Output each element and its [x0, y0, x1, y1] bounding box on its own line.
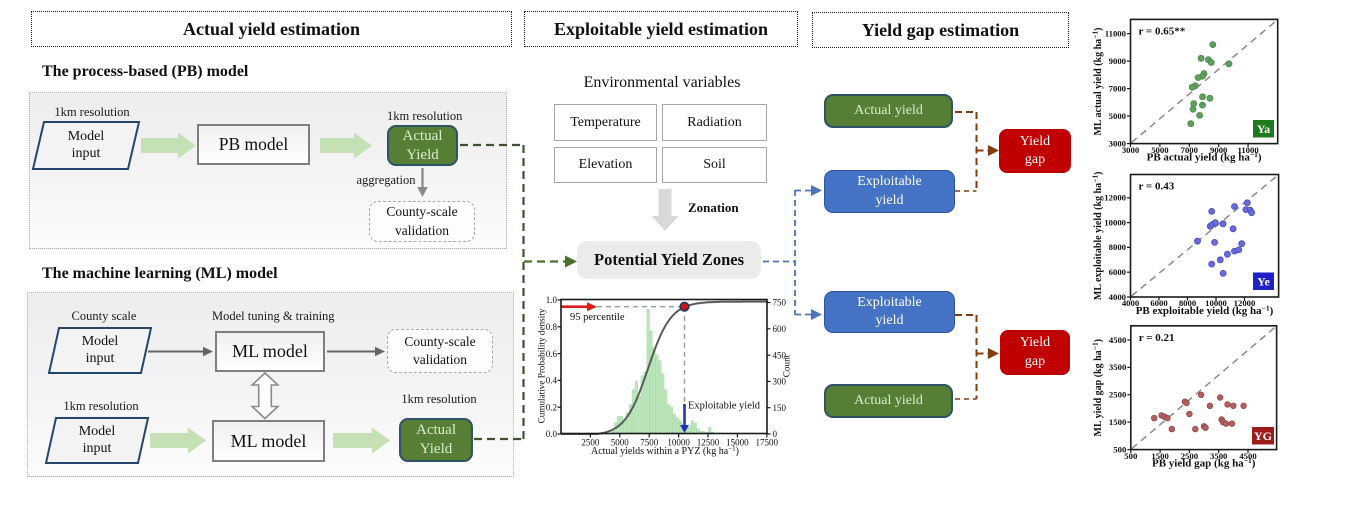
- svg-text:1500: 1500: [1109, 417, 1127, 427]
- svg-text:4500: 4500: [1109, 335, 1127, 345]
- svg-text:600: 600: [773, 324, 787, 334]
- svg-text:450: 450: [773, 350, 787, 360]
- svg-text:12000: 12000: [1234, 298, 1256, 308]
- svg-text:0.0: 0.0: [546, 429, 558, 439]
- svg-text:8000: 8000: [1109, 242, 1127, 252]
- svg-text:0.4: 0.4: [546, 376, 558, 386]
- svg-text:2500: 2500: [1109, 390, 1127, 400]
- svg-text:10000: 10000: [1104, 217, 1126, 227]
- svg-text:9000: 9000: [1109, 56, 1127, 66]
- svg-text:PB yield gap (kg ha−1): PB yield gap (kg ha−1): [1152, 456, 1256, 470]
- svg-text:2500: 2500: [581, 438, 600, 448]
- svg-text:5000: 5000: [611, 438, 630, 448]
- svg-text:4000: 4000: [1109, 292, 1127, 302]
- svg-text:6000: 6000: [1150, 298, 1168, 308]
- svg-text:750: 750: [773, 298, 787, 308]
- svg-text:1500: 1500: [1151, 451, 1169, 461]
- svg-text:7000: 7000: [1181, 145, 1199, 155]
- svg-text:150: 150: [773, 403, 787, 413]
- svg-text:300: 300: [773, 377, 787, 387]
- svg-text:5000: 5000: [1151, 145, 1169, 155]
- svg-text:95 percentile: 95 percentile: [570, 312, 625, 323]
- svg-text:r = 0.65**: r = 0.65**: [1139, 25, 1186, 37]
- svg-text:2500: 2500: [1181, 451, 1199, 461]
- svg-text:YG: YG: [1254, 429, 1272, 443]
- svg-text:1.0: 1.0: [546, 295, 558, 305]
- svg-text:7000: 7000: [1109, 83, 1127, 93]
- svg-text:PB exploitable yield (kg ha−1): PB exploitable yield (kg ha−1): [1136, 304, 1274, 318]
- svg-text:PB actual yield (kg ha−1): PB actual yield (kg ha−1): [1147, 150, 1262, 164]
- svg-text:6000: 6000: [1109, 267, 1127, 277]
- svg-text:4000: 4000: [1122, 298, 1140, 308]
- svg-text:ML actual yield (kg ha−1): ML actual yield (kg ha−1): [1091, 27, 1105, 135]
- svg-text:12500: 12500: [697, 438, 720, 448]
- svg-text:5000: 5000: [1109, 111, 1127, 121]
- svg-text:7500: 7500: [640, 438, 659, 448]
- svg-text:4500: 4500: [1239, 451, 1257, 461]
- svg-text:Exploitable yield: Exploitable yield: [688, 401, 761, 412]
- svg-text:3500: 3500: [1210, 451, 1228, 461]
- svg-text:Count: Count: [782, 354, 792, 377]
- svg-text:10000: 10000: [667, 438, 690, 448]
- svg-text:ML yield gap (kg ha−1): ML yield gap (kg ha−1): [1091, 339, 1105, 437]
- svg-text:8000: 8000: [1179, 298, 1197, 308]
- svg-text:3500: 3500: [1109, 362, 1127, 372]
- svg-text:500: 500: [1124, 451, 1138, 461]
- svg-text:Actual yields within a PYZ (kg: Actual yields within a PYZ (kg ha−1): [591, 445, 739, 458]
- svg-text:9000: 9000: [1210, 145, 1228, 155]
- svg-text:11000: 11000: [1237, 145, 1259, 155]
- svg-text:0.6: 0.6: [546, 349, 558, 359]
- svg-text:3000: 3000: [1122, 145, 1140, 155]
- svg-text:12000: 12000: [1104, 193, 1126, 203]
- svg-text:0.8: 0.8: [546, 322, 558, 332]
- svg-text:15000: 15000: [726, 438, 749, 448]
- svg-text:0: 0: [773, 429, 778, 439]
- svg-text:3000: 3000: [1109, 138, 1127, 148]
- svg-text:Ya: Ya: [1257, 122, 1270, 136]
- svg-text:r = 0.43: r = 0.43: [1139, 181, 1175, 193]
- svg-text:0.2: 0.2: [546, 402, 557, 412]
- svg-text:ML exploitable yield (kg ha−1): ML exploitable yield (kg ha−1): [1091, 171, 1105, 300]
- svg-text:11000: 11000: [1105, 28, 1127, 38]
- svg-text:r = 0.21: r = 0.21: [1139, 332, 1175, 344]
- svg-text:500: 500: [1113, 444, 1127, 454]
- svg-text:10000: 10000: [1205, 298, 1227, 308]
- svg-text:Ye: Ye: [1257, 275, 1270, 289]
- svg-text:Cumulative Probability density: Cumulative Probability density: [537, 308, 547, 423]
- svg-text:17500: 17500: [756, 438, 779, 448]
